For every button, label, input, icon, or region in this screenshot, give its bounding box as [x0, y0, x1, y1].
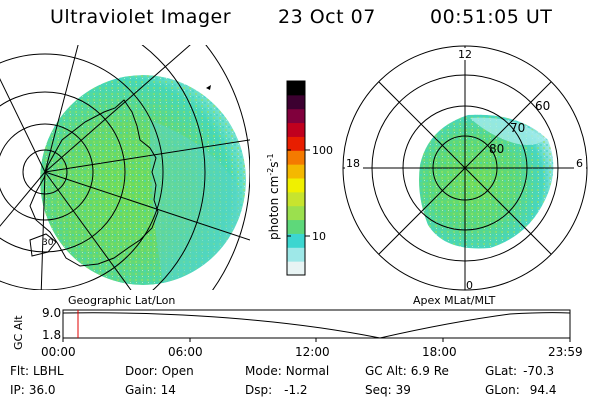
gc-alt-axis-label: GC Alt [12, 315, 25, 350]
colorbar-cell [287, 164, 305, 179]
gc-alt-info: GC Alt: 6.9 Re [365, 364, 449, 378]
mlt-0-label: 0 [466, 279, 473, 292]
colorbar: 100 10 photon cm-2s-1 [266, 80, 333, 276]
dsp-info: Dsp: -1.2 [245, 383, 308, 397]
colorbar-cell [287, 247, 305, 262]
colorbar-cell [287, 108, 305, 124]
glat-info: GLat: -70.3 [485, 364, 554, 378]
glon-info: GLon: 94.4 [485, 383, 556, 397]
colorbar-cell [287, 205, 305, 221]
x-tick-2359: 23:59 [548, 345, 583, 359]
colorbar-cell [287, 178, 305, 193]
gc-alt-curve [62, 312, 571, 339]
apex-polar-map: 12 18 6 0 60 70 80 [342, 45, 588, 292]
meridians [0, 45, 250, 290]
info-panel: Flt: LBHL IP: 36.0 Door: Open Gain: 14 Mode:… [10, 364, 556, 397]
mlat-70-label: 70 [510, 121, 525, 135]
mlt-6-label: 6 [576, 157, 583, 170]
ip-info: IP: 36.0 [10, 383, 56, 397]
mode-info: Mode: Normal [245, 364, 329, 378]
colorbar-cell [287, 233, 305, 248]
colorbar-cell [287, 150, 305, 165]
apex-panel-label: Apex MLat/MLT [413, 294, 496, 307]
geographic-panel-label: Geographic Lat/Lon [68, 294, 175, 307]
mlt-12-label: 12 [458, 48, 472, 61]
observation-time: 00:51:05 UT [430, 6, 553, 28]
colorbar-tick-100: 100 [312, 144, 333, 157]
observation-date: 23 Oct 07 [278, 6, 376, 28]
gc-alt-ymin: 1.8 [42, 328, 61, 342]
seq-info: Seq: 39 [365, 383, 411, 397]
colorbar-cell [287, 94, 305, 110]
colorbar-cell [287, 136, 305, 151]
filter-info: Flt: LBHL [10, 364, 64, 378]
colorbar-cell [287, 261, 305, 276]
mlt-18-label: 18 [346, 157, 360, 170]
x-tick-0600: 06:00 [168, 345, 203, 359]
x-tick-0000: 00:00 [41, 345, 76, 359]
gc-alt-plot: 9.0 1.8 GC Alt 00:00 06:00 12:00 18:00 2… [12, 306, 583, 359]
gain-info: Gain: 14 [125, 383, 176, 397]
gc-alt-ymax: 9.0 [42, 306, 61, 320]
x-tick-1200: 12:00 [295, 345, 330, 359]
door-info: Door: Open [125, 364, 194, 378]
colorbar-cell [287, 219, 305, 234]
geographic-map: 30 [0, 45, 250, 290]
mlat-80-label: 80 [489, 142, 504, 156]
x-tick-1800: 18:00 [422, 345, 457, 359]
colorbar-tick-10: 10 [312, 230, 326, 243]
latitude-circles [0, 45, 250, 290]
colorbar-cell [287, 122, 305, 137]
mlat-60-label: 60 [535, 99, 550, 113]
colorbar-cell [287, 191, 305, 207]
colorbar-unit-label: photon cm-2s-1 [266, 153, 281, 240]
app-title: Ultraviolet Imager [50, 6, 232, 28]
continent-outline [29, 99, 159, 267]
geo-lat-label: 30 [42, 238, 54, 248]
colorbar-cell [287, 81, 305, 96]
